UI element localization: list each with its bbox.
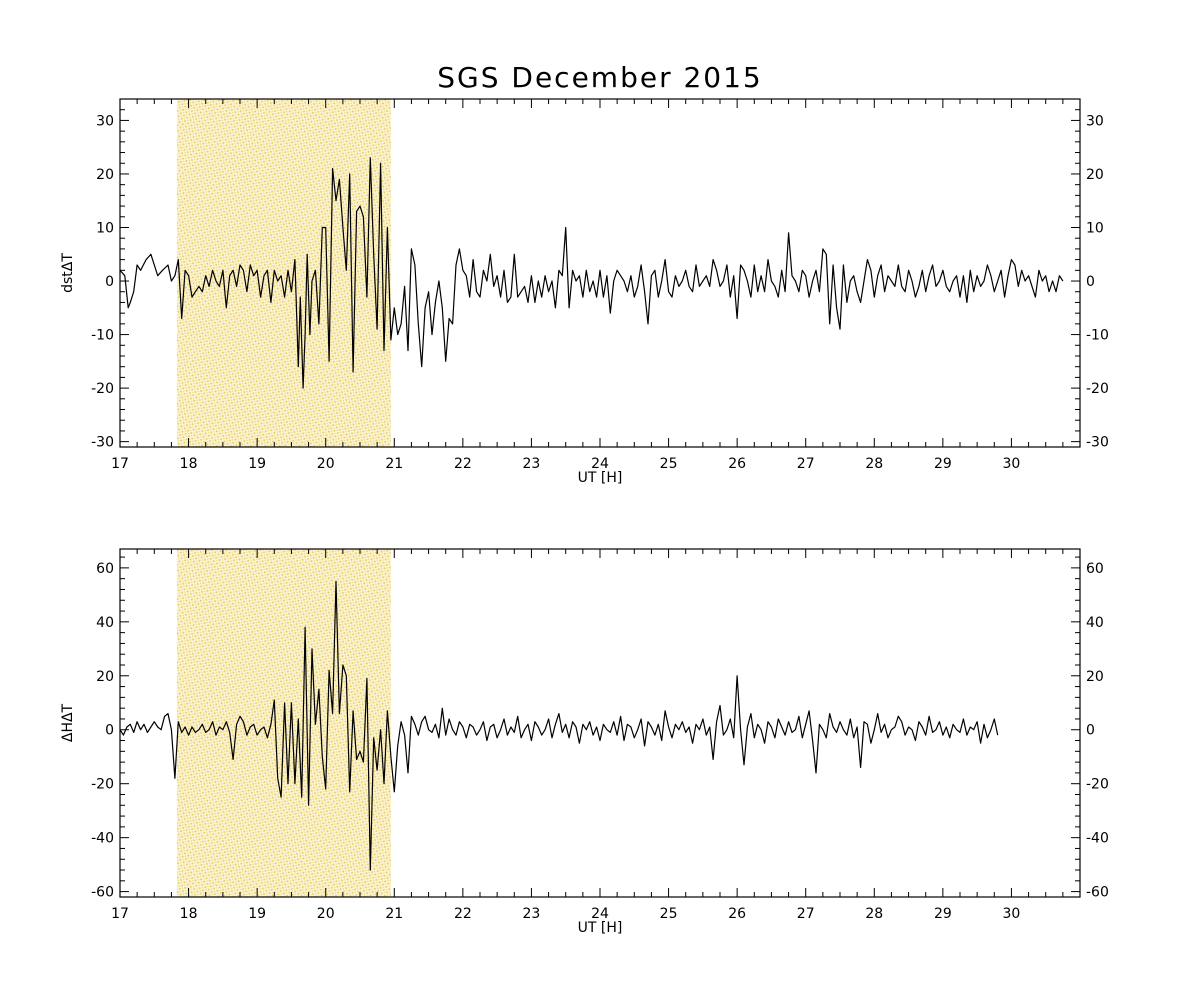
x-tick-label: 25	[660, 906, 678, 922]
x-tick-label: 19	[248, 456, 266, 472]
shaded-interval	[176, 99, 391, 447]
x-axis-label: UT [H]	[578, 470, 623, 486]
panel-1: 17 18 19 20 21 22 23 24 25 26 27 28 29 30 -30 -30 -20 -20…	[60, 98, 1109, 486]
y-tick-label-right: 60	[1086, 561, 1104, 577]
y-tick-label-left: -30	[91, 435, 114, 451]
x-tick-label: 18	[180, 456, 198, 472]
y-tick-label-left: 40	[96, 615, 114, 631]
x-tick-label: 29	[934, 906, 952, 922]
x-tick-label: 28	[865, 456, 883, 472]
panel-2: 17 18 19 20 21 22 23 24 25 26 27 28 29 30 -60 -60 -40 -40…	[60, 548, 1109, 936]
x-tick-label: 17	[111, 456, 129, 472]
y-axis-label: dstΔT	[60, 253, 76, 293]
y-tick-label-left: 30	[96, 113, 114, 129]
x-tick-label: 24	[591, 456, 609, 472]
x-tick-label: 20	[317, 456, 335, 472]
series-line	[119, 580, 999, 871]
x-tick-label: 25	[660, 456, 678, 472]
y-axis-label: ΔHΔT	[60, 703, 76, 742]
y-tick-label-left: 20	[96, 669, 114, 685]
x-tick-label: 21	[385, 906, 403, 922]
x-tick-label: 27	[797, 906, 815, 922]
y-tick-label-right: -60	[1086, 885, 1109, 901]
y-tick-label-left: -40	[91, 831, 114, 847]
x-tick-label: 23	[523, 906, 541, 922]
x-tick-label: 18	[180, 906, 198, 922]
x-tick-label: 23	[523, 456, 541, 472]
x-axis-label: UT [H]	[578, 920, 623, 936]
plot-title: SGS December 2015	[437, 61, 763, 94]
series-line	[119, 157, 1064, 389]
y-tick-label-left: 20	[96, 167, 114, 183]
y-tick-label-right: -40	[1086, 831, 1109, 847]
y-tick-label-left: 0	[105, 723, 114, 739]
x-tick-label: 27	[797, 456, 815, 472]
y-tick-label-right: 20	[1086, 167, 1104, 183]
y-tick-label-right: 10	[1086, 220, 1104, 236]
x-tick-label: 22	[454, 456, 472, 472]
x-tick-label: 19	[248, 906, 266, 922]
y-tick-label-left: 60	[96, 561, 114, 577]
y-tick-label-left: 0	[105, 274, 114, 290]
y-tick-label-right: -20	[1086, 381, 1109, 397]
y-tick-label-left: -60	[91, 885, 114, 901]
x-tick-label: 29	[934, 456, 952, 472]
y-tick-label-right: 20	[1086, 669, 1104, 685]
panels: 17 18 19 20 21 22 23 24 25 26 27 28 29 30 -30 -30 -20 -20…	[60, 98, 1109, 936]
y-tick-label-left: -10	[91, 328, 114, 344]
y-tick-label-right: -10	[1086, 328, 1109, 344]
x-tick-label: 26	[728, 456, 746, 472]
x-tick-label: 26	[728, 906, 746, 922]
y-tick-label-right: 0	[1086, 274, 1095, 290]
x-tick-label: 17	[111, 906, 129, 922]
y-tick-label-left: 10	[96, 220, 114, 236]
y-tick-label-left: -20	[91, 777, 114, 793]
y-tick-label-right: -20	[1086, 777, 1109, 793]
x-tick-label: 30	[1003, 906, 1021, 922]
y-tick-label-right: 30	[1086, 113, 1104, 129]
y-tick-label-right: -30	[1086, 435, 1109, 451]
y-tick-label-left: -20	[91, 381, 114, 397]
y-tick-label-right: 0	[1086, 723, 1095, 739]
x-tick-label: 22	[454, 906, 472, 922]
x-tick-label: 20	[317, 906, 335, 922]
x-tick-label: 24	[591, 906, 609, 922]
x-tick-label: 21	[385, 456, 403, 472]
x-tick-label: 30	[1003, 456, 1021, 472]
y-tick-label-right: 40	[1086, 615, 1104, 631]
x-tick-label: 28	[865, 906, 883, 922]
